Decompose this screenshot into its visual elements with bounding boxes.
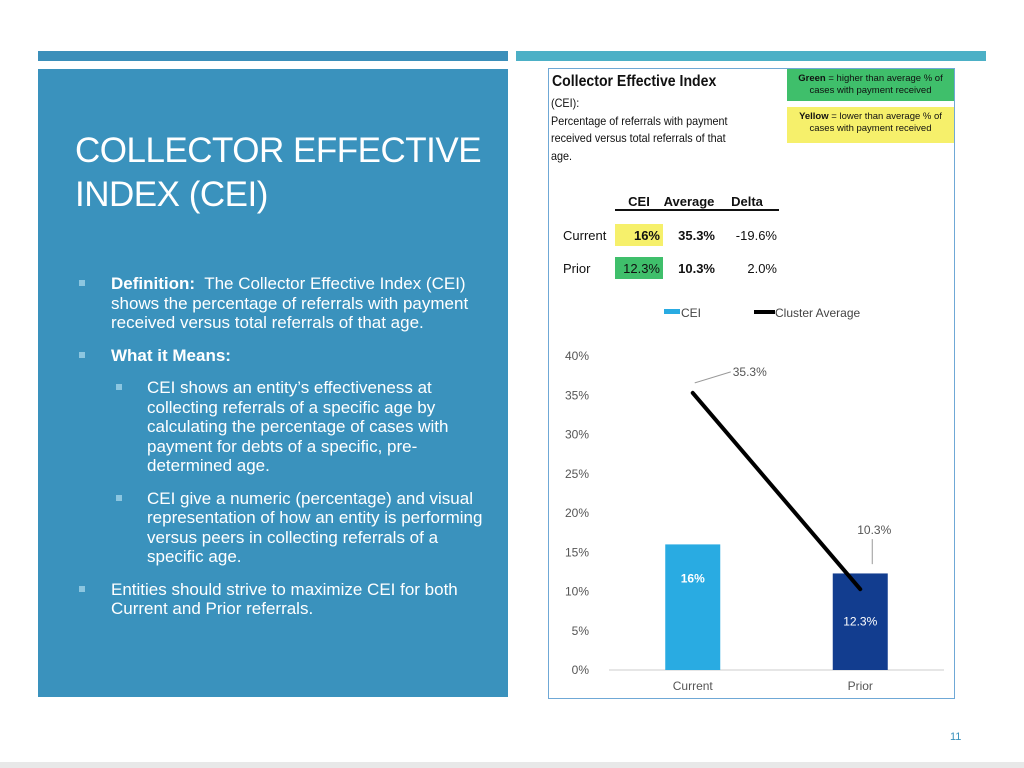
- bullet-marker: [116, 384, 122, 390]
- y-tick-label: 20%: [565, 506, 589, 520]
- title-line-2: INDEX (CEI): [75, 175, 268, 214]
- bullet-meaning: What it Means:: [75, 346, 495, 366]
- y-tick-label: 30%: [565, 428, 589, 442]
- table-average-value: 35.3%: [678, 228, 715, 243]
- x-tick-label: Current: [673, 679, 714, 693]
- legend-green-bold: Green: [798, 73, 826, 84]
- sub-bullet-representation: CEI give a numeric (percentage) and visu…: [75, 489, 495, 567]
- table-delta-value: 2.0%: [747, 261, 777, 276]
- bullet-closing: Entities should strive to maximize CEI f…: [75, 580, 495, 619]
- y-tick-label: 15%: [565, 545, 589, 559]
- bullet-marker: [116, 494, 122, 501]
- legend-green-line2: cases with payment received: [809, 85, 932, 96]
- title-line-1: COLLECTOR EFFECTIVE: [75, 131, 482, 170]
- x-tick-label: Prior: [848, 679, 873, 693]
- table-cei-value: 16%: [634, 228, 660, 243]
- cei-bar: [665, 544, 721, 670]
- bar-data-label: 16%: [681, 571, 705, 585]
- sub-bullet-effectiveness: CEI shows an entity’s effectiveness at c…: [75, 378, 495, 476]
- definition-label: Definition:: [111, 274, 196, 293]
- table-cei-value: 12.3%: [623, 261, 660, 276]
- table-row-label: Prior: [563, 261, 591, 276]
- desc-line-2: Percentage of referrals with payment: [551, 113, 728, 128]
- y-tick-label: 0%: [572, 663, 590, 677]
- table-highlight-cell: [615, 224, 663, 246]
- page-number: 11: [950, 731, 962, 743]
- header-bar-right: [516, 51, 986, 61]
- average-data-label: 10.3%: [857, 523, 891, 537]
- legend-green-line1: = higher than average % of: [825, 73, 943, 84]
- legend-average-label: Cluster Average: [775, 306, 860, 320]
- header-bar-left: [38, 51, 508, 61]
- bullet-list: Definition: The Collector Effective Inde…: [75, 274, 495, 632]
- closing-text: Entities should strive to maximize CEI f…: [111, 579, 458, 619]
- desc-line-1: (CEI):: [551, 96, 580, 110]
- y-tick-label: 5%: [572, 624, 590, 638]
- bullet-marker: [79, 351, 85, 358]
- y-tick-label: 10%: [565, 585, 589, 599]
- average-data-label: 35.3%: [733, 365, 767, 379]
- bullet-definition: Definition: The Collector Effective Inde…: [75, 274, 495, 333]
- content-panel: COLLECTOR EFFECTIVE INDEX (CEI) Definiti…: [38, 69, 508, 697]
- average-line: [690, 390, 863, 592]
- footer-rule: [0, 762, 1024, 768]
- legend-yellow-bold: Yellow: [799, 111, 829, 122]
- table-average-value: 10.3%: [678, 261, 715, 276]
- legend-yellow-line1: = lower than average % of: [828, 111, 942, 122]
- cei-heading: Collector Effective Index: [552, 73, 717, 90]
- label-leader-line: [694, 371, 731, 384]
- y-tick-label: 35%: [565, 388, 589, 402]
- meaning-label: What it Means:: [111, 345, 231, 365]
- cei-description: (CEI): Percentage of referrals with paym…: [551, 95, 781, 165]
- table-header: CEI: [628, 194, 650, 209]
- desc-line-3: received versus total referrals of that: [551, 131, 726, 145]
- sub-bullet-text: CEI give a numeric (percentage) and visu…: [147, 488, 483, 567]
- sub-bullet-text: CEI shows an entity’s effectiveness at c…: [147, 378, 449, 475]
- bullet-marker: [79, 280, 85, 286]
- desc-line-4: age.: [551, 148, 573, 163]
- slide-title: COLLECTOR EFFECTIVE INDEX (CEI): [75, 129, 495, 217]
- bar-data-label: 12.3%: [843, 614, 877, 628]
- table-header: Average: [664, 194, 715, 209]
- y-tick-label: 25%: [565, 467, 589, 481]
- table-delta-value: -19.6%: [736, 228, 778, 243]
- cei-chart-svg: CEI Average Delta Current 16% 35.3% -19.6% Prio…: [563, 194, 944, 693]
- legend-yellow-box: Yellow = lower than average % of cases wi…: [787, 107, 954, 143]
- table-row-label: Current: [563, 228, 607, 243]
- legend-green-box: Green = higher than average % of cases wi…: [787, 69, 954, 101]
- cei-chart-panel: Collector Effective Index (CEI): Percent…: [548, 68, 955, 699]
- definition-text: The Collector Effective Index (CEI) show…: [111, 274, 469, 332]
- table-highlight-cell: [615, 257, 663, 279]
- bullet-marker: [79, 585, 85, 592]
- legend-cei-swatch: [664, 309, 680, 314]
- table-header: Delta: [731, 194, 764, 209]
- y-tick-label: 40%: [565, 349, 589, 363]
- legend-yellow-line2: cases with payment received: [809, 123, 932, 134]
- legend-cei-label: CEI: [681, 306, 701, 320]
